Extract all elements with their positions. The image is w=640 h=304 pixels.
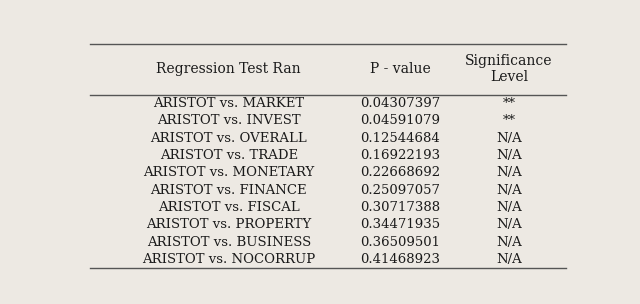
Text: ARISTOT vs. TRADE: ARISTOT vs. TRADE xyxy=(160,149,298,162)
Text: 0.16922193: 0.16922193 xyxy=(360,149,440,162)
Text: **: ** xyxy=(502,97,516,110)
Text: ARISTOT vs. INVEST: ARISTOT vs. INVEST xyxy=(157,115,301,127)
Text: 0.36509501: 0.36509501 xyxy=(360,236,440,249)
Text: P - value: P - value xyxy=(369,62,430,76)
Text: N/A: N/A xyxy=(496,253,522,266)
Text: ARISTOT vs. BUSINESS: ARISTOT vs. BUSINESS xyxy=(147,236,311,249)
Text: N/A: N/A xyxy=(496,201,522,214)
Text: 0.22668692: 0.22668692 xyxy=(360,167,440,179)
Text: Significance
Level: Significance Level xyxy=(465,54,553,84)
Text: ARISTOT vs. PROPERTY: ARISTOT vs. PROPERTY xyxy=(146,218,312,231)
Text: **: ** xyxy=(502,115,516,127)
Text: N/A: N/A xyxy=(496,132,522,145)
Text: Regression Test Ran: Regression Test Ran xyxy=(157,62,301,76)
Text: N/A: N/A xyxy=(496,149,522,162)
Text: N/A: N/A xyxy=(496,167,522,179)
Text: ARISTOT vs. OVERALL: ARISTOT vs. OVERALL xyxy=(150,132,307,145)
Text: N/A: N/A xyxy=(496,218,522,231)
Text: ARISTOT vs. MARKET: ARISTOT vs. MARKET xyxy=(153,97,305,110)
Text: ARISTOT vs. NOCORRUP: ARISTOT vs. NOCORRUP xyxy=(142,253,316,266)
Text: 0.04591079: 0.04591079 xyxy=(360,115,440,127)
Text: ARISTOT vs. MONETARY: ARISTOT vs. MONETARY xyxy=(143,167,314,179)
Text: N/A: N/A xyxy=(496,184,522,197)
Text: 0.34471935: 0.34471935 xyxy=(360,218,440,231)
Text: 0.30717388: 0.30717388 xyxy=(360,201,440,214)
Text: N/A: N/A xyxy=(496,236,522,249)
Text: 0.04307397: 0.04307397 xyxy=(360,97,440,110)
Text: ARISTOT vs. FISCAL: ARISTOT vs. FISCAL xyxy=(158,201,300,214)
Text: ARISTOT vs. FINANCE: ARISTOT vs. FINANCE xyxy=(150,184,307,197)
Text: 0.41468923: 0.41468923 xyxy=(360,253,440,266)
Text: 0.25097057: 0.25097057 xyxy=(360,184,440,197)
Text: 0.12544684: 0.12544684 xyxy=(360,132,440,145)
